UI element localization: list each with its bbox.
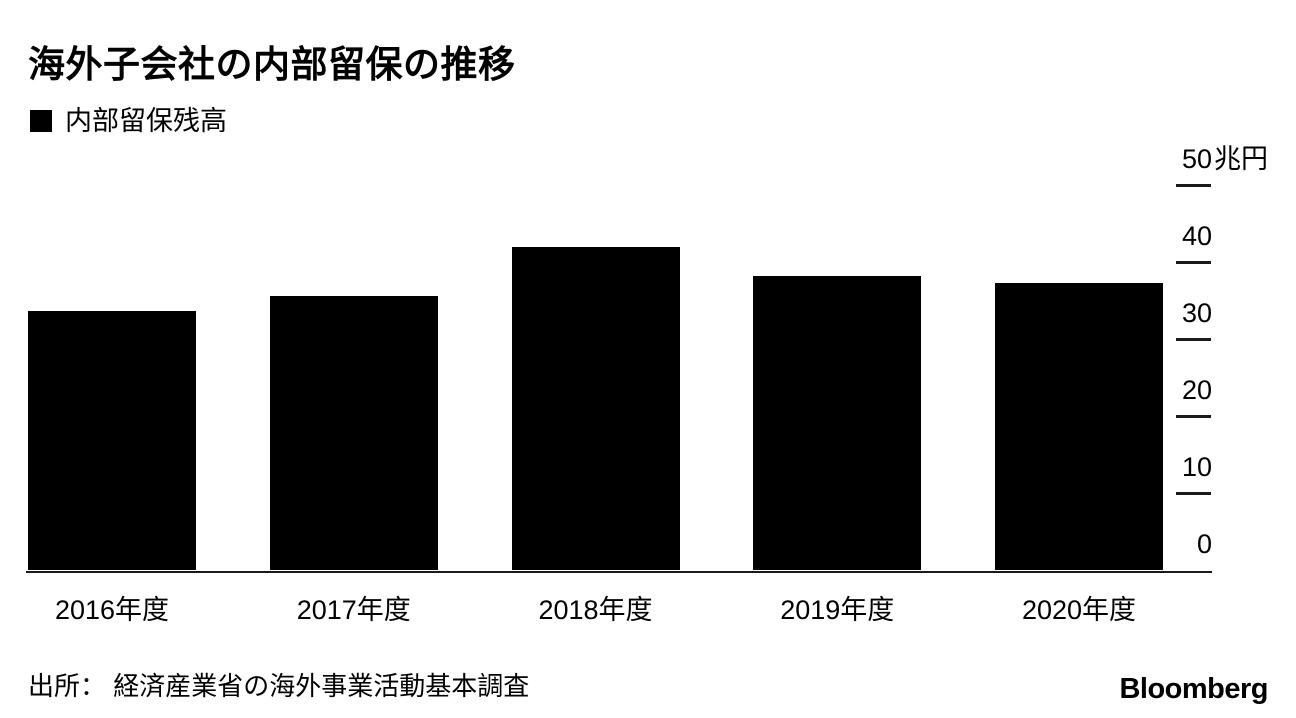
y-axis-label-number: 30 — [1181, 297, 1212, 328]
bar-2019 — [753, 276, 922, 571]
y-tick-dash — [1176, 415, 1211, 418]
y-tick-dash — [1176, 184, 1211, 187]
x-axis-label: 2019年度 — [780, 595, 895, 625]
bar-2016 — [28, 311, 196, 571]
y-tick-dash — [1176, 338, 1211, 341]
legend-label: 内部留保残高 — [65, 106, 227, 136]
x-axis-label: 2016年度 — [54, 595, 170, 625]
x-axis-label: 2018年度 — [538, 595, 653, 625]
y-axis-label-number: 10 — [1181, 451, 1212, 482]
y-axis-label-number: 50 — [1181, 143, 1212, 174]
y-axis-label-number: 20 — [1181, 374, 1212, 405]
bar-2017 — [269, 295, 438, 571]
y-axis-unit-label: 兆円 — [1214, 143, 1268, 174]
y-axis-label-number: 40 — [1181, 220, 1212, 251]
x-axis-label: 2020年度 — [1021, 595, 1137, 625]
y-axis-label-number: 0 — [1196, 528, 1212, 559]
bar-2020 — [995, 282, 1163, 571]
chart-title: 海外子会社の内部留保の推移 — [28, 44, 516, 85]
bar-2018 — [511, 247, 680, 571]
legend-swatch-icon — [30, 110, 52, 132]
source-note: 出所： 経済産業省の海外事業活動基本調査 — [28, 671, 530, 701]
y-axis-label: 0 — [1130, 530, 1296, 558]
y-axis-label: 40 — [1130, 222, 1296, 250]
legend: 内部留保残高 — [30, 106, 227, 136]
y-tick-dash — [1176, 261, 1211, 264]
y-axis-label: 50 兆円 — [1130, 145, 1296, 173]
x-axis-label: 2017年度 — [296, 595, 411, 625]
y-axis-label: 30 — [1130, 299, 1296, 327]
y-tick-dash — [1176, 492, 1211, 495]
x-axis-line — [26, 570, 1212, 573]
y-axis-label: 20 — [1130, 376, 1296, 404]
y-axis-label: 10 — [1130, 453, 1296, 481]
bloomberg-logo: Bloomberg — [1119, 673, 1268, 705]
